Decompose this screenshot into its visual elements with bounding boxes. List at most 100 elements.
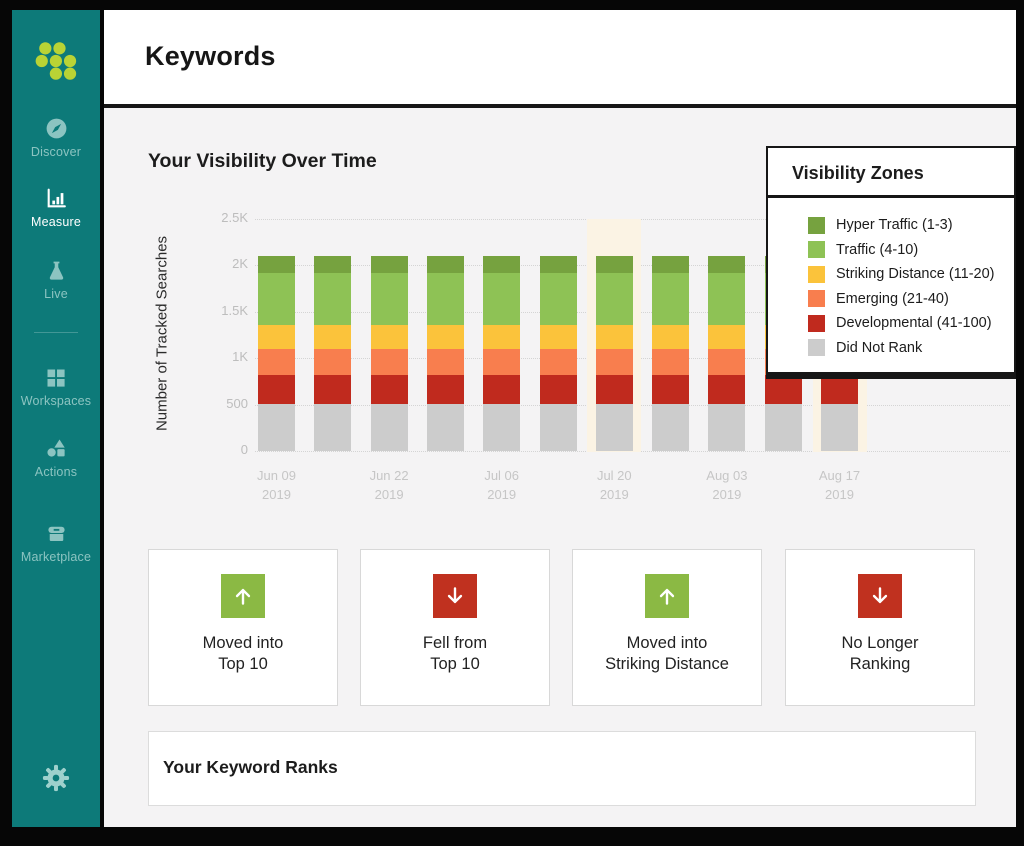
stacked-bar-segment[interactable] (483, 255, 521, 273)
x-axis-tick-label: Jun 09 2019 (256, 468, 297, 502)
sidebar-item-live[interactable]: Live (12, 258, 100, 301)
stacked-bar-segment[interactable] (539, 255, 577, 273)
sidebar-item-marketplace[interactable]: Marketplace (12, 521, 100, 564)
stacked-bar-segment[interactable] (314, 348, 352, 376)
legend-item: Developmental (41-100) (808, 311, 1014, 336)
stacked-bar-segment[interactable] (595, 348, 633, 376)
stacked-bar-segment[interactable] (258, 375, 295, 405)
stacked-bar-segment[interactable] (314, 325, 352, 349)
legend-item-label: Striking Distance (11-20) (836, 266, 995, 283)
visibility-zones-panel: Visibility Zones Hyper Traffic (1-3) Tra… (766, 146, 1016, 379)
stacked-bar-segment[interactable] (426, 325, 464, 349)
legend-item: Hyper Traffic (1-3) (808, 213, 1014, 238)
x-axis-tick-label: Aug 17 2019 (818, 468, 861, 502)
down-arrow-icon (858, 574, 902, 618)
section-title: Your Visibility Over Time (148, 150, 377, 172)
sidebar-item-label: Workspaces (20, 394, 92, 408)
stacked-bar-segment[interactable] (370, 375, 408, 405)
stacked-bar-segment[interactable] (708, 375, 746, 405)
sidebar-item-actions[interactable]: Actions (12, 436, 100, 479)
stacked-bar-segment[interactable] (426, 272, 464, 326)
sidebar-item-measure[interactable]: Measure (12, 186, 100, 229)
stacked-bar-segment[interactable] (539, 375, 577, 405)
stacked-bar-segment[interactable] (764, 404, 802, 451)
legend-title: Visibility Zones (792, 163, 924, 183)
stacked-bar-segment[interactable] (258, 348, 295, 376)
stacked-bar-segment[interactable] (708, 272, 746, 326)
flask-icon (12, 258, 100, 283)
sidebar-divider (34, 332, 78, 333)
stacked-bar-segment[interactable] (314, 375, 352, 405)
up-arrow-icon (645, 574, 689, 618)
legend-item: Did Not Rank (808, 336, 1014, 361)
bar-chart-icon (12, 186, 100, 211)
stacked-bar-segment[interactable] (539, 325, 577, 349)
stacked-bar-segment[interactable] (426, 348, 464, 376)
stacked-bar-segment[interactable] (652, 325, 690, 349)
stacked-bar-segment[interactable] (258, 255, 295, 273)
stacked-bar-segment[interactable] (821, 375, 858, 405)
stacked-bar-segment[interactable] (258, 272, 295, 326)
sidebar-item-label: Measure (30, 215, 82, 229)
stacked-bar-segment[interactable] (258, 404, 295, 451)
grid-icon (12, 366, 100, 390)
stacked-bar-segment[interactable] (652, 404, 690, 451)
settings-button[interactable] (12, 762, 100, 794)
metric-card-label: Moved into Top 10 (202, 634, 284, 674)
stacked-bar-segment[interactable] (370, 272, 408, 326)
sidebar-item-label: Actions (34, 465, 78, 479)
legend-header: Visibility Zones (768, 148, 1014, 198)
metric-card-moved-into-top10[interactable]: Moved into Top 10 (148, 549, 338, 706)
metric-card-fell-from-top10[interactable]: Fell from Top 10 (360, 549, 550, 706)
stacked-bar-segment[interactable] (258, 325, 295, 349)
stacked-bar-segment[interactable] (483, 375, 521, 405)
stacked-bar-segment[interactable] (595, 404, 633, 451)
stacked-bar-segment[interactable] (314, 272, 352, 326)
y-axis-tick-label: 500 (226, 395, 248, 411)
up-arrow-icon (221, 574, 265, 618)
stacked-bar-segment[interactable] (595, 375, 633, 405)
stacked-bar-segment[interactable] (483, 404, 521, 451)
metric-card-label: Moved into Striking Distance (605, 634, 729, 674)
stacked-bar-segment[interactable] (483, 325, 521, 349)
stacked-bar-segment[interactable] (652, 272, 690, 326)
stacked-bar-segment[interactable] (764, 375, 802, 405)
y-axis-tick-label: 2.5K (221, 209, 248, 225)
stacked-bar-segment[interactable] (426, 255, 464, 273)
stacked-bar-segment[interactable] (483, 348, 521, 376)
stacked-bar-segment[interactable] (370, 404, 408, 451)
stacked-bar-segment[interactable] (595, 255, 633, 273)
stacked-bar-segment[interactable] (708, 325, 746, 349)
stacked-bar-segment[interactable] (539, 404, 577, 451)
stacked-bar-segment[interactable] (595, 325, 633, 349)
stacked-bar-segment[interactable] (483, 272, 521, 326)
stacked-bar-segment[interactable] (708, 404, 746, 451)
metric-card-no-longer-ranking[interactable]: No Longer Ranking (785, 549, 975, 706)
stacked-bar-segment[interactable] (539, 348, 577, 376)
stacked-bar-segment[interactable] (539, 272, 577, 326)
legend-item-label: Hyper Traffic (1-3) (836, 217, 953, 234)
stacked-bar-segment[interactable] (708, 255, 746, 273)
stacked-bar-segment[interactable] (314, 404, 352, 451)
stacked-bar-segment[interactable] (370, 325, 408, 349)
stacked-bar-segment[interactable] (652, 348, 690, 376)
metric-card-moved-into-striking-distance[interactable]: Moved into Striking Distance (572, 549, 762, 706)
keyword-ranks-panel: Your Keyword Ranks (148, 731, 976, 806)
stacked-bar-segment[interactable] (370, 255, 408, 273)
stacked-bar-segment[interactable] (370, 348, 408, 376)
storefront-icon (12, 521, 100, 546)
x-axis-tick-label: Jun 22 2019 (369, 468, 409, 502)
sidebar-item-workspaces[interactable]: Workspaces (12, 366, 100, 408)
stacked-bar-segment[interactable] (652, 255, 690, 273)
stacked-bar-segment[interactable] (426, 375, 464, 405)
stacked-bar-segment[interactable] (595, 272, 633, 326)
stacked-bar-segment[interactable] (426, 404, 464, 451)
stacked-bar-segment[interactable] (652, 375, 690, 405)
app-logo[interactable] (12, 42, 100, 85)
sidebar: Discover Measure Live (12, 10, 100, 827)
sidebar-item-discover[interactable]: Discover (12, 116, 100, 159)
stacked-bar-segment[interactable] (314, 255, 352, 273)
stacked-bar-segment[interactable] (821, 404, 858, 451)
stacked-bar-segment[interactable] (708, 348, 746, 376)
